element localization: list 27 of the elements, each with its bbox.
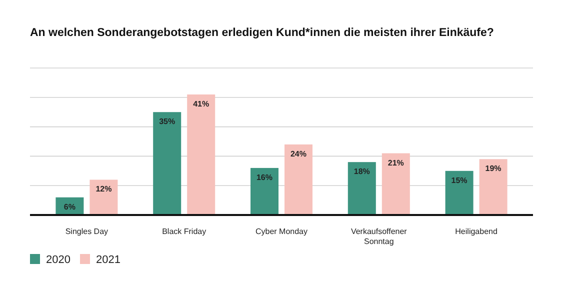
chart-title: An welchen Sonderangebotstagen erledigen Kund*innen die meisten ihrer Einkäufe? [30, 27, 494, 39]
bar [90, 180, 118, 215]
legend-label: 2021 [96, 254, 120, 266]
bar [382, 153, 410, 215]
data-label: 18% [354, 167, 370, 176]
x-tick-label: Heiligabend [455, 227, 498, 236]
bar [250, 168, 278, 215]
data-label: 21% [388, 158, 404, 168]
x-tick-label: Verkaufsoffener Sonntag [350, 227, 408, 246]
data-label: 24% [290, 149, 307, 158]
data-label: 16% [256, 172, 273, 182]
bar [445, 170, 474, 215]
data-label: 15% [451, 176, 468, 185]
legend-label: 2020 [46, 254, 70, 266]
bar [479, 159, 508, 215]
data-label: 19% [485, 164, 502, 174]
data-label: 41% [193, 99, 210, 108]
data-label: 35% [159, 117, 176, 126]
bar [284, 144, 312, 215]
bar [153, 112, 182, 215]
x-tick-label: Black Friday [162, 227, 206, 236]
bar [187, 94, 216, 215]
data-label: 12% [96, 184, 112, 194]
x-tick-label: Cyber Monday [255, 227, 308, 236]
bar [348, 162, 376, 215]
x-tick-label: Singles Day [65, 227, 108, 236]
data-label: 6% [64, 202, 76, 212]
